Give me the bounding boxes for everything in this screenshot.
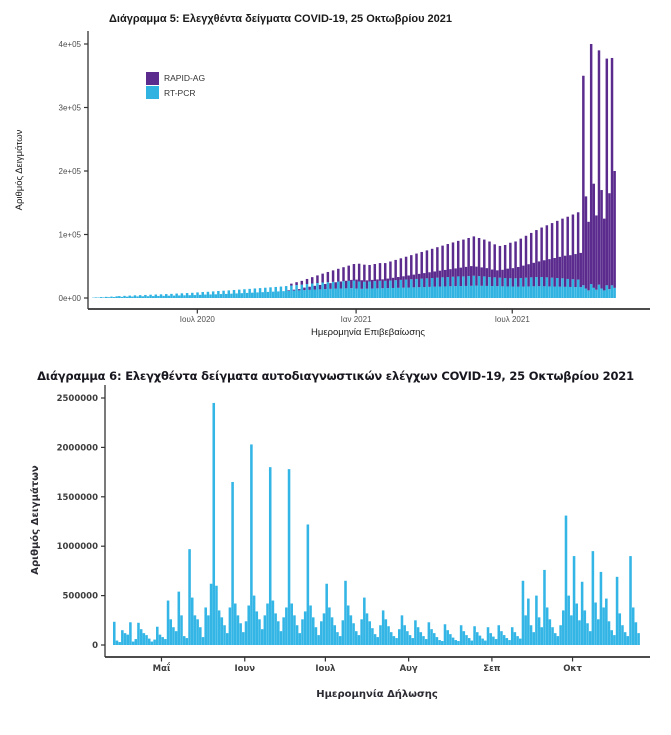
y-tick-label: 2500000	[57, 394, 98, 404]
figure6-title: Διάγραμμα 6: Ελεγχθέντα δείγματα αυτοδια…	[37, 369, 634, 383]
legend-item-rt-pcr: RT-PCR	[146, 86, 205, 101]
x-tick-label: Σεπ	[483, 664, 501, 674]
y-tick-label: 0	[92, 641, 98, 651]
y-tick-label: 3e+05	[59, 104, 82, 113]
x-tick-label: Ιουν	[234, 664, 255, 674]
figure6-plot-area: 0 500000 1000000 1500000 2000000 2500000 Μαΐ Ιο…	[57, 385, 650, 674]
x-tick-label: Αυγ	[400, 664, 418, 674]
legend-label-rapid-ag: RAPID-AG	[164, 73, 206, 84]
legend-item-rapid-ag: RAPID-AG	[146, 71, 205, 86]
plot6-axes	[104, 385, 650, 658]
y-tick-label: 1000000	[57, 542, 98, 552]
figure5-y-axis-title: Αριθμός Δειγμάτων	[14, 129, 25, 210]
figure6-chart: Ημερομηνία Δήλωσης Αριθμός Δειγμάτων 0 50…	[29, 385, 650, 700]
x-tick-label: Οκτ	[563, 664, 582, 674]
figure5-legend: RAPID-AG RT-PCR	[146, 71, 205, 100]
figure-5: Διάγραμμα 5: Ελεγχθέντα δείγματα COVID-1…	[0, 0, 671, 352]
plot6-y-ticks: 0 500000 1000000 1500000 2000000 2500000	[57, 394, 105, 651]
y-tick-label: 2e+05	[59, 167, 82, 176]
figure5-title: Διάγραμμα 5: Ελεγχθέντα δείγματα COVID-1…	[109, 13, 453, 25]
plot5-bars	[92, 44, 616, 299]
plot6-x-ticks: Μαΐ Ιουν Ιουλ Αυγ Σεπ Οκτ	[153, 657, 582, 674]
legend-label-rt-pcr: RT-PCR	[164, 87, 196, 98]
x-tick-label: Ιουλ 2021	[495, 315, 531, 324]
plot5-y-ticks: 0e+00 1e+05 2e+05 3e+05 4e+05	[59, 40, 88, 303]
y-tick-label: 1500000	[57, 493, 98, 503]
x-tick-label: Μαΐ	[153, 662, 171, 674]
plot5-x-ticks: Ιουλ 2020 Ιαν 2021 Ιουλ 2021	[180, 309, 531, 324]
rapid-ag-swatch	[146, 71, 159, 85]
plot6-bars	[113, 402, 640, 645]
figure5-plot-area: 0e+00 1e+05 2e+05 3e+05 4e+05 Ιουλ 2020 Ιαν 20…	[59, 31, 650, 324]
figure5-chart: Ημερομηνία Επιβεβαίωσης Αριθμός Δειγμάτω…	[14, 31, 650, 338]
figure5-x-axis-title: Ημερομηνία Επιβεβαίωσης	[311, 327, 425, 338]
figure-6: Διάγραμμα 6: Ελεγχθέντα δείγματα αυτοδια…	[0, 352, 671, 735]
figure6-x-axis-title: Ημερομηνία Δήλωσης	[316, 688, 438, 700]
y-tick-label: 0e+00	[59, 294, 82, 303]
figure6-y-axis-title: Αριθμός Δειγμάτων	[29, 465, 41, 575]
x-tick-label: Ιαν 2021	[341, 315, 372, 324]
y-tick-label: 4e+05	[59, 40, 82, 49]
plot5-axes	[87, 31, 650, 310]
y-tick-label: 500000	[63, 592, 99, 602]
y-tick-label: 2000000	[57, 443, 98, 453]
x-tick-label: Ιουλ	[315, 664, 336, 674]
rt-pcr-swatch	[146, 86, 159, 100]
y-tick-label: 1e+05	[59, 231, 82, 240]
x-tick-label: Ιουλ 2020	[180, 315, 216, 324]
